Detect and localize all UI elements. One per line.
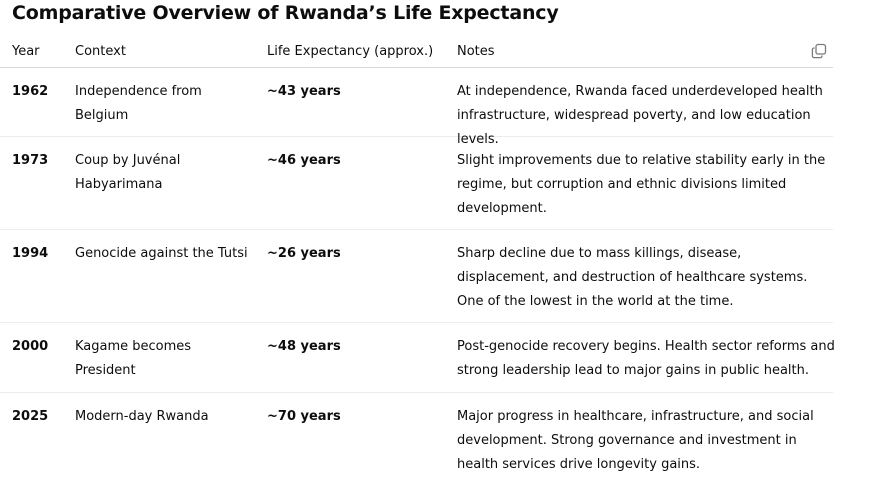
table-row: 1962 Independence from Belgium ~43 years…: [0, 68, 833, 147]
life-expectancy-table: Year Context Life Expectancy (approx.) N…: [0, 38, 835, 485]
life-expectancy-cell: ~48 years: [267, 339, 341, 354]
header-notes: Notes: [457, 44, 495, 59]
header-year: Year: [12, 44, 40, 59]
life-expectancy-cell: ~43 years: [267, 84, 341, 99]
life-expectancy-cell: ~46 years: [267, 153, 341, 168]
context-cell: Modern-day Rwanda: [75, 409, 209, 424]
context-cell: Kagame becomes President: [75, 339, 192, 378]
year-cell: 2025: [12, 409, 49, 424]
year-cell: 1973: [12, 153, 49, 168]
notes-cell: Major progress in healthcare, infrastruc…: [457, 409, 814, 472]
year-cell: 1994: [12, 246, 49, 261]
notes-cell: Sharp decline due to mass killings, dise…: [457, 246, 808, 309]
header-context: Context: [75, 44, 126, 59]
header-life-expectancy: Life Expectancy (approx.): [267, 44, 434, 59]
notes-cell: Slight improvements due to relative stab…: [457, 153, 826, 216]
table-row: 1994 Genocide against the Tutsi ~26 year…: [0, 230, 833, 323]
table-row: 2000 Kagame becomes President ~48 years …: [0, 323, 835, 393]
page-title: Comparative Overview of Rwanda’s Life Ex…: [12, 2, 559, 24]
notes-cell: Post-genocide recovery begins. Health se…: [457, 339, 835, 378]
notes-cell: At independence, Rwanda faced underdevel…: [457, 84, 823, 147]
context-cell: Coup by Juvénal Habyarimana: [75, 153, 181, 192]
life-expectancy-cell: ~70 years: [267, 409, 341, 424]
life-expectancy-cell: ~26 years: [267, 246, 341, 261]
year-cell: 2000: [12, 339, 49, 354]
table-row: 2025 Modern-day Rwanda ~70 years Major p…: [0, 393, 833, 485]
context-cell: Genocide against the Tutsi: [75, 246, 248, 261]
copy-icon: [811, 43, 827, 59]
table-header: Year Context Life Expectancy (approx.) N…: [0, 38, 833, 68]
year-cell: 1962: [12, 84, 49, 99]
copy-button[interactable]: [811, 43, 827, 59]
context-cell: Independence from Belgium: [75, 84, 202, 123]
table-row: 1973 Coup by Juvénal Habyarimana ~46 yea…: [0, 137, 833, 230]
